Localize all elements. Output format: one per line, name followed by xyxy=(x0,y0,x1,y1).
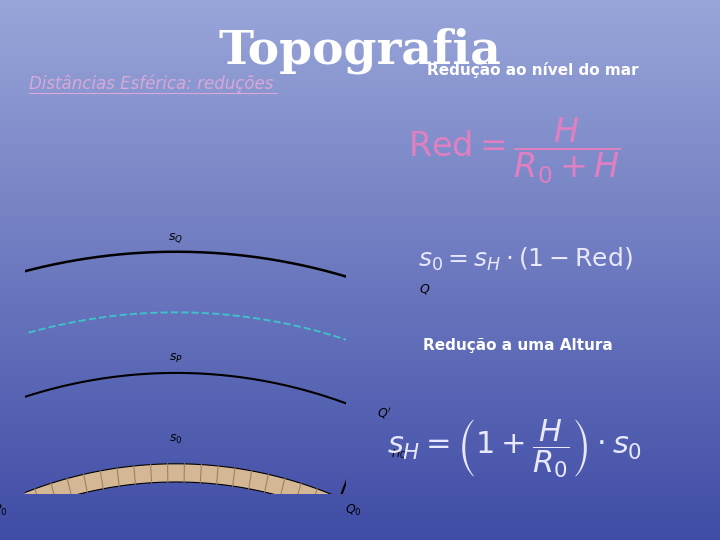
Polygon shape xyxy=(12,464,340,515)
Text: $s_Q$: $s_Q$ xyxy=(168,231,184,245)
Text: $c$: $c$ xyxy=(178,469,186,482)
Text: $P_0$: $P_0$ xyxy=(0,503,7,518)
Text: $\mathrm{Red} = \dfrac{H}{R_0 + H}$: $\mathrm{Red} = \dfrac{H}{R_0 + H}$ xyxy=(408,116,621,186)
Text: Redução a uma Altura: Redução a uma Altura xyxy=(423,338,613,353)
Text: $s_H = \left(1 + \dfrac{H}{R_0}\right) \cdot s_0$: $s_H = \left(1 + \dfrac{H}{R_0}\right) \… xyxy=(387,417,642,480)
Text: Redução ao nível do mar: Redução ao nível do mar xyxy=(427,62,639,78)
Text: $s_0 = s_H \cdot \left(1 - \mathrm{Red}\right)$: $s_0 = s_H \cdot \left(1 - \mathrm{Red}\… xyxy=(418,246,633,273)
Text: $H_Q$: $H_Q$ xyxy=(391,448,407,463)
Text: $Q_0$: $Q_0$ xyxy=(345,503,361,518)
Text: $Q$: $Q$ xyxy=(419,282,431,296)
Text: Distâncias Esférica: reduções: Distâncias Esférica: reduções xyxy=(29,75,273,93)
Text: $s_0$: $s_0$ xyxy=(169,433,183,446)
Text: $Q'$: $Q'$ xyxy=(377,406,392,422)
Text: Topografia: Topografia xyxy=(219,27,501,73)
Text: $s_P$: $s_P$ xyxy=(169,352,183,365)
